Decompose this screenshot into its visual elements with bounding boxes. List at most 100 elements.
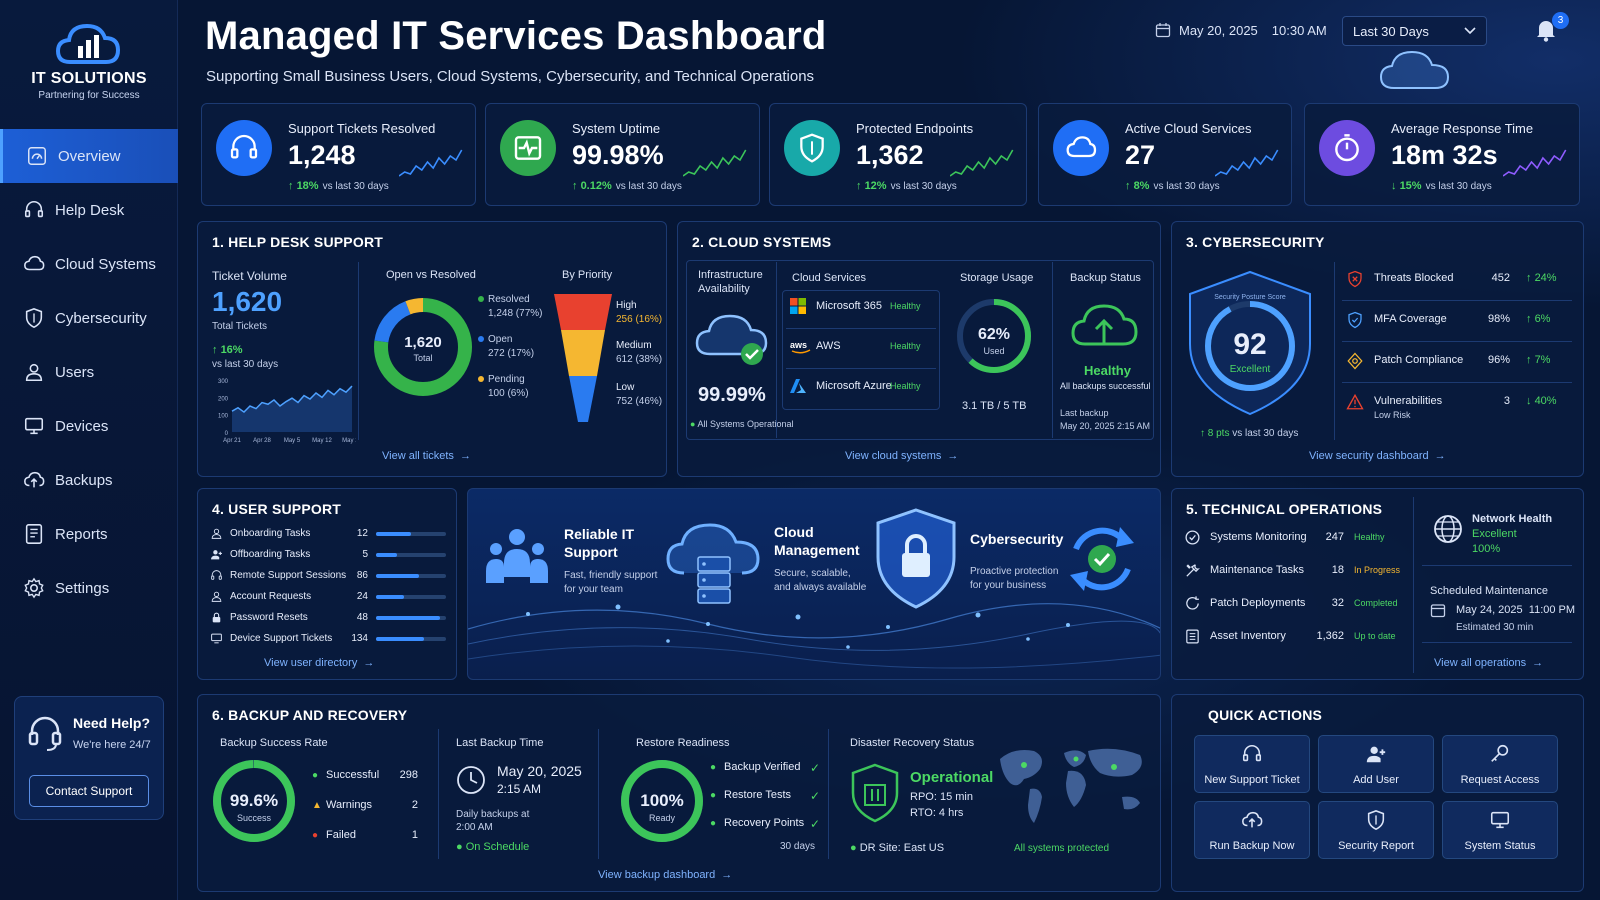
status-dot: ●: [312, 830, 319, 841]
user-icon: [22, 360, 46, 384]
cloud-server-icon: [666, 523, 760, 604]
view-all-operations-link[interactable]: View all operations →: [1434, 657, 1543, 669]
arrow-up-icon: ↑: [288, 180, 297, 192]
quick-action-add-user[interactable]: Add User: [1318, 735, 1434, 793]
brand-name: IT SOLUTIONS: [31, 70, 147, 87]
quick-action-system-status[interactable]: System Status: [1442, 801, 1558, 859]
headset-icon: [210, 569, 223, 587]
microsoft-365-logo-icon: [790, 298, 806, 319]
kpi-change: ↑ 12% vs last 30 days: [856, 180, 957, 192]
x-tick-label: May 19: [342, 438, 356, 444]
storage-usage-sub: Used: [983, 346, 1005, 356]
security-item-change: ↑ 6%: [1526, 313, 1551, 325]
contact-support-button[interactable]: Contact Support: [29, 775, 149, 807]
add-user-icon: [210, 548, 223, 566]
check-icon: ✓: [810, 817, 821, 831]
ticket-volume-label: Ticket Volume: [212, 269, 287, 283]
kpi-change: ↑ 18% vs last 30 days: [288, 180, 389, 192]
sidebar-item-cybersecurity[interactable]: Cybersecurity: [0, 291, 178, 345]
lock-icon: [210, 611, 223, 629]
cybersecurity-title: 3. CYBERSECURITY: [1186, 234, 1325, 250]
kpi-card-active-cloud-services: Active Cloud Services 27 ↑ 8% vs last 30 da…: [1038, 103, 1292, 206]
help-title: Need Help?: [73, 715, 151, 731]
backup-success-ring: [213, 760, 295, 842]
sidebar-item-overview[interactable]: Overview: [0, 129, 178, 183]
maintenance-time-value: 11:00 PM: [1528, 604, 1576, 616]
sidebar-item-cloud-systems[interactable]: Cloud Systems: [0, 237, 178, 291]
maintenance-date: May 24, 2025 11:00 PM: [1456, 604, 1575, 616]
user-task-bar: [376, 595, 446, 599]
cloud-systems-panel: 2. CLOUD SYSTEMS Infrastructure Availabi…: [677, 221, 1161, 477]
quick-action-request-access[interactable]: Request Access: [1442, 735, 1558, 793]
ops-item-value: 32: [1331, 597, 1344, 609]
view-all-operations-label: View all operations: [1434, 657, 1527, 669]
microsoft-azure-logo-icon: [790, 378, 806, 399]
divider: [786, 328, 936, 329]
backup-recovery-title: 6. BACKUP AND RECOVERY: [212, 707, 408, 723]
backup-recovery-panel: 6. BACKUP AND RECOVERY Backup Success Ra…: [197, 694, 1161, 892]
logo: IT SOLUTIONS Partnering for Success: [0, 18, 178, 101]
current-date: May 20, 2025: [1179, 22, 1258, 38]
sidebar-item-help-desk[interactable]: Help Desk: [0, 183, 178, 237]
view-all-tickets-link[interactable]: View all tickets →: [382, 450, 471, 462]
sidebar-item-users[interactable]: Users: [0, 345, 178, 399]
ticket-volume-change: ↑ 16%: [212, 344, 243, 356]
sidebar-item-devices[interactable]: Devices: [0, 399, 178, 453]
kpi-vs-label: vs last 30 days: [322, 181, 389, 192]
page-title: Managed IT Services Dashboard: [205, 14, 827, 58]
date-range-select[interactable]: Last 30 Days: [1342, 16, 1487, 46]
arrow-up-icon: ↑: [1125, 180, 1134, 192]
infra-status-text: All Systems Operational: [697, 419, 794, 429]
open-resolved-title: Open vs Resolved: [386, 269, 476, 281]
kpi-vs-label: vs last 30 days: [615, 181, 682, 192]
quick-action-security-report[interactable]: Security Report: [1318, 801, 1434, 859]
notification-badge: 3: [1552, 12, 1569, 29]
quick-action-run-backup-now[interactable]: Run Backup Now: [1194, 801, 1310, 859]
calendar-icon: [1155, 23, 1171, 38]
kpi-change-value: 18%: [296, 180, 319, 192]
kpi-card-system-uptime: System Uptime 99.98% ↑ 0.12% vs last 30 day…: [485, 103, 760, 206]
user-task-label: Remote Support Sessions: [230, 570, 347, 581]
security-item-label: Vulnerabilities: [1374, 395, 1443, 407]
view-security-dashboard-link[interactable]: View security dashboard →: [1309, 450, 1446, 462]
restore-check-label: Recovery Points: [724, 817, 805, 829]
cloud-upload-icon: [1071, 304, 1138, 346]
cloud-service-name: Microsoft Azure: [816, 380, 892, 392]
banner-security-sub: Proactive protection for your business: [970, 566, 1059, 591]
sidebar-item-settings[interactable]: Settings: [0, 561, 178, 615]
sidebar-item-label: Settings: [55, 579, 110, 597]
user-icon: [210, 527, 223, 545]
restore-readiness-value: 100%: [640, 791, 684, 810]
backup-legend-value: 298: [399, 769, 418, 781]
quick-action-label: Add User: [1353, 773, 1399, 786]
last-backup-date: May 20, 2025: [497, 763, 582, 779]
security-score-change: ↑ 8 pts vs last 30 days: [1200, 428, 1299, 439]
banner-support-title: Reliable IT Support: [564, 526, 635, 560]
sidebar-item-reports[interactable]: Reports: [0, 507, 178, 561]
network-health-status: Excellent: [1472, 528, 1517, 540]
arrow-up-icon: ↑: [572, 180, 581, 192]
status-dot: ●: [312, 770, 319, 781]
security-change-value: 40%: [1534, 395, 1557, 407]
view-cloud-systems-link[interactable]: View cloud systems →: [845, 450, 958, 462]
security-score-ring: [1205, 301, 1295, 391]
view-all-tickets-label: View all tickets: [382, 450, 454, 462]
kpi-label: Active Cloud Services: [1125, 121, 1252, 136]
ops-item-label: Asset Inventory: [1210, 630, 1286, 642]
quick-action-label: Request Access: [1460, 773, 1540, 786]
sidebar: IT SOLUTIONS Partnering for Success Over…: [0, 0, 178, 900]
cloud-check-icon: [695, 314, 768, 365]
storage-total: 3.1 TB / 5 TB: [962, 400, 1027, 412]
kpi-card-average-response-time: Average Response Time 18m 32s ↓ 15% vs last…: [1304, 103, 1580, 206]
ops-item-value: 1,362: [1316, 630, 1344, 642]
view-user-directory-link[interactable]: View user directory →: [264, 657, 374, 669]
ring-segment: [374, 298, 472, 396]
security-change-value: 24%: [1534, 272, 1557, 284]
view-backup-dashboard-link[interactable]: View backup dashboard →: [598, 869, 732, 881]
dr-all-protected: All systems protected: [1014, 843, 1110, 854]
sidebar-item-backups[interactable]: Backups: [0, 453, 178, 507]
banner-support-sub: Fast, friendly support for your team: [564, 570, 658, 595]
user-support-title: 4. USER SUPPORT: [212, 501, 342, 517]
quick-action-new-support-ticket[interactable]: New Support Ticket: [1194, 735, 1310, 793]
bell-icon[interactable]: [1535, 18, 1557, 42]
